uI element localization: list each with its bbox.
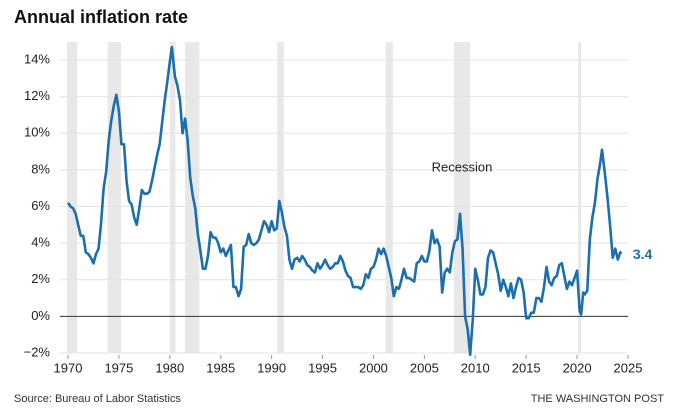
x-tick-label: 1995 bbox=[308, 360, 337, 375]
y-tick-label: 12% bbox=[24, 88, 50, 103]
x-tick-label: 2025 bbox=[614, 360, 643, 375]
x-tick-label: 1985 bbox=[206, 360, 235, 375]
y-tick-label: 14% bbox=[24, 51, 50, 66]
end-label: 3.4 bbox=[633, 246, 653, 262]
y-tick-label: 10% bbox=[24, 125, 50, 140]
chart-title: Annual inflation rate bbox=[14, 7, 188, 27]
recession-band bbox=[385, 42, 393, 353]
annotation: Recession bbox=[432, 159, 493, 174]
x-tick-label: 2005 bbox=[410, 360, 439, 375]
recession-band bbox=[169, 42, 176, 353]
source: Source: Bureau of Labor Statistics bbox=[14, 393, 181, 405]
inflation-line bbox=[66, 45, 623, 357]
recession-band bbox=[66, 42, 78, 353]
x-tick-label: 1980 bbox=[155, 360, 184, 375]
credit: THE WASHINGTON POST bbox=[531, 393, 665, 405]
x-tick-label: 2020 bbox=[563, 360, 592, 375]
recession-band bbox=[277, 42, 284, 353]
y-tick-label: 0% bbox=[31, 308, 50, 323]
x-tick-label: 1990 bbox=[257, 360, 286, 375]
y-tick-label: 4% bbox=[31, 235, 50, 250]
y-tick-label: 6% bbox=[31, 198, 50, 213]
y-tick-label: 2% bbox=[31, 271, 50, 286]
x-tick-label: 1975 bbox=[104, 360, 133, 375]
recession-band bbox=[107, 42, 121, 353]
x-tick-label: 1970 bbox=[54, 360, 83, 375]
x-tick-label: 2015 bbox=[512, 360, 541, 375]
y-tick-label: 8% bbox=[31, 161, 50, 176]
x-tick-label: 2010 bbox=[461, 360, 490, 375]
recession-band bbox=[578, 42, 582, 353]
y-tick-label: −2% bbox=[24, 344, 51, 359]
x-tick-label: 2000 bbox=[359, 360, 388, 375]
recession-band bbox=[453, 42, 471, 353]
